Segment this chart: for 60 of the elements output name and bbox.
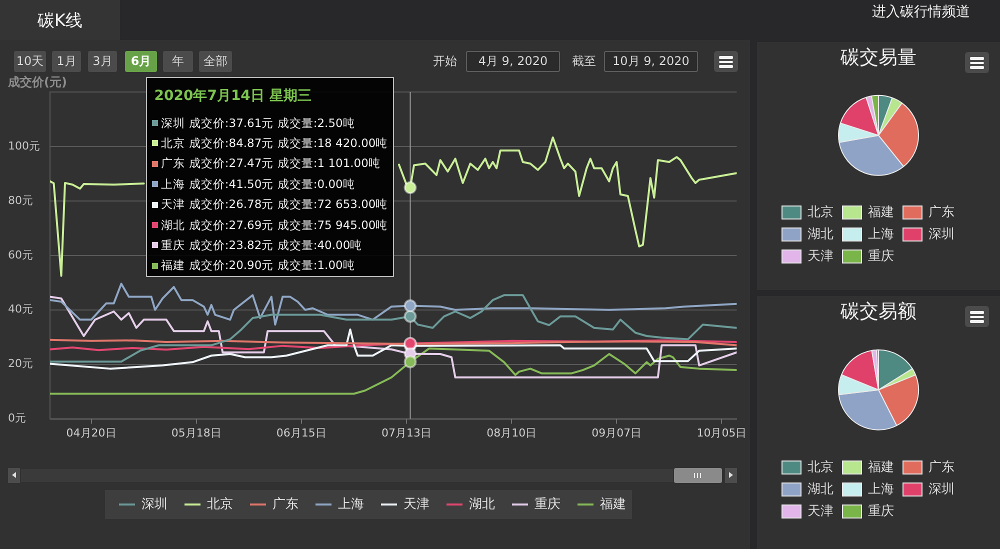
text: 截至 — [572, 53, 596, 70]
annotation: 北京 成交价:84.87元 成交量:18 420.00吨 — [161, 136, 388, 151]
legend-label: 湖北 — [808, 226, 834, 242]
legend-label: 重庆 — [868, 248, 894, 264]
legend-label: 福建 — [600, 496, 626, 512]
legend-label: 上海 — [868, 482, 894, 497]
text: 1月 — [56, 53, 76, 70]
legend-label: 重庆 — [868, 504, 894, 519]
legend-label: 上海 — [338, 496, 364, 512]
text: 开始 — [433, 53, 457, 70]
legend-label: 福建 — [868, 204, 894, 220]
x-tick-label: 10月05日 — [696, 426, 747, 440]
text: 全部 — [204, 53, 228, 70]
legend-label: 广东 — [272, 496, 298, 512]
legend-label: 天津 — [808, 248, 834, 264]
legend-label: 天津 — [404, 496, 430, 512]
legend-label: 深圳 — [928, 226, 954, 242]
date-field: 10月 9, 2020 — [604, 51, 698, 72]
text: 6月 — [130, 53, 152, 70]
annotation: 湖北 成交价:27.69元 成交量:75 945.00吨 — [161, 218, 388, 232]
legend-label: 湖北 — [808, 482, 834, 497]
date-field: 4月 9, 2020 — [466, 51, 560, 72]
legend-label: 北京 — [207, 496, 233, 512]
annotation: 天津 成交价:26.78元 成交量:72 653.00吨 — [161, 197, 388, 212]
x-tick-label: 09月07日 — [592, 426, 642, 440]
y-tick-label: 100元 — [8, 139, 40, 152]
legend-label: 上海 — [868, 226, 894, 242]
annotation: 重庆 成交价:23.82元 成交量:40.00吨 — [161, 238, 362, 253]
x-tick-label: 07月13日 — [381, 426, 432, 440]
y-axis-title: 成交价(元) — [7, 75, 67, 90]
legend-label: 深圳 — [142, 496, 168, 512]
annotation: 2020年7月14日 星期三 — [154, 87, 312, 105]
legend-label: 福建 — [868, 460, 894, 475]
legend-label: 湖北 — [469, 496, 495, 512]
legend-label: 天津 — [808, 504, 834, 519]
legend-label: 重庆 — [534, 496, 560, 512]
legend-label: 北京 — [808, 204, 834, 220]
annotation: 上海 成交价:41.50元 成交量:0.00吨 — [161, 176, 355, 192]
chart-title: 碳交易额 — [840, 300, 916, 322]
y-tick-label: 60元 — [8, 248, 33, 262]
y-tick-label: 80元 — [8, 194, 33, 207]
x-tick-label: 06月15日 — [276, 426, 326, 440]
y-tick-label: 40元 — [8, 302, 33, 316]
legend-label: 北京 — [808, 460, 834, 475]
legend-label: 广东 — [928, 204, 954, 220]
text: 3月 — [92, 53, 112, 70]
chart-title: 碳K线 — [37, 10, 83, 32]
annotation: 福建 成交价:20.90元 成交量:1.00吨 — [161, 258, 355, 274]
x-tick-label: 04月20日 — [66, 426, 116, 440]
legend-label: 广东 — [928, 460, 954, 475]
text: 年 — [172, 53, 184, 70]
annotation: 广东 成交价:27.47元 成交量:1 101.00吨 — [161, 156, 380, 172]
y-tick-label: 0元 — [8, 412, 26, 425]
x-tick-label: 08月10日 — [486, 426, 537, 440]
x-tick-label: 05月18日 — [171, 426, 222, 440]
legend-label: 深圳 — [928, 482, 954, 497]
y-tick-label: 20元 — [8, 357, 33, 370]
text: 进入碳行情频道 — [872, 3, 970, 21]
chart-title: 碳交易量 — [840, 46, 916, 68]
annotation: 深圳 成交价:37.61元 成交量:2.50吨 — [161, 116, 355, 130]
